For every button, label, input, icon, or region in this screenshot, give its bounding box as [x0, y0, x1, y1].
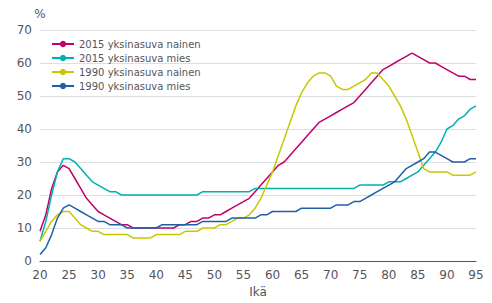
svg-text:65: 65: [294, 268, 309, 282]
svg-text:40: 40: [149, 268, 164, 282]
svg-text:%: %: [34, 7, 45, 21]
svg-text:60: 60: [17, 56, 32, 70]
svg-text:70: 70: [17, 23, 32, 37]
svg-text:95: 95: [468, 268, 483, 282]
svg-text:35: 35: [120, 268, 135, 282]
svg-text:45: 45: [178, 268, 193, 282]
svg-text:50: 50: [17, 89, 32, 103]
svg-text:Ikä: Ikä: [249, 285, 267, 299]
svg-text:75: 75: [352, 268, 367, 282]
svg-text:20: 20: [17, 188, 32, 202]
svg-text:50: 50: [207, 268, 222, 282]
svg-text:70: 70: [323, 268, 338, 282]
svg-text:85: 85: [410, 268, 425, 282]
svg-text:60: 60: [265, 268, 280, 282]
svg-text:30: 30: [90, 268, 105, 282]
svg-text:10: 10: [17, 221, 32, 235]
svg-text:1990 yksinasuva nainen: 1990 yksinasuva nainen: [79, 67, 201, 78]
svg-text:0: 0: [24, 254, 32, 268]
svg-text:55: 55: [236, 268, 251, 282]
svg-text:30: 30: [17, 155, 32, 169]
svg-text:90: 90: [439, 268, 454, 282]
svg-text:20: 20: [32, 268, 47, 282]
svg-text:25: 25: [61, 268, 76, 282]
svg-text:2015 yksinasuva mies: 2015 yksinasuva mies: [79, 53, 190, 64]
svg-text:40: 40: [17, 122, 32, 136]
svg-text:2015 yksinasuva nainen: 2015 yksinasuva nainen: [79, 39, 201, 50]
svg-text:80: 80: [381, 268, 396, 282]
svg-text:1990 yksinasuva mies: 1990 yksinasuva mies: [79, 81, 190, 92]
